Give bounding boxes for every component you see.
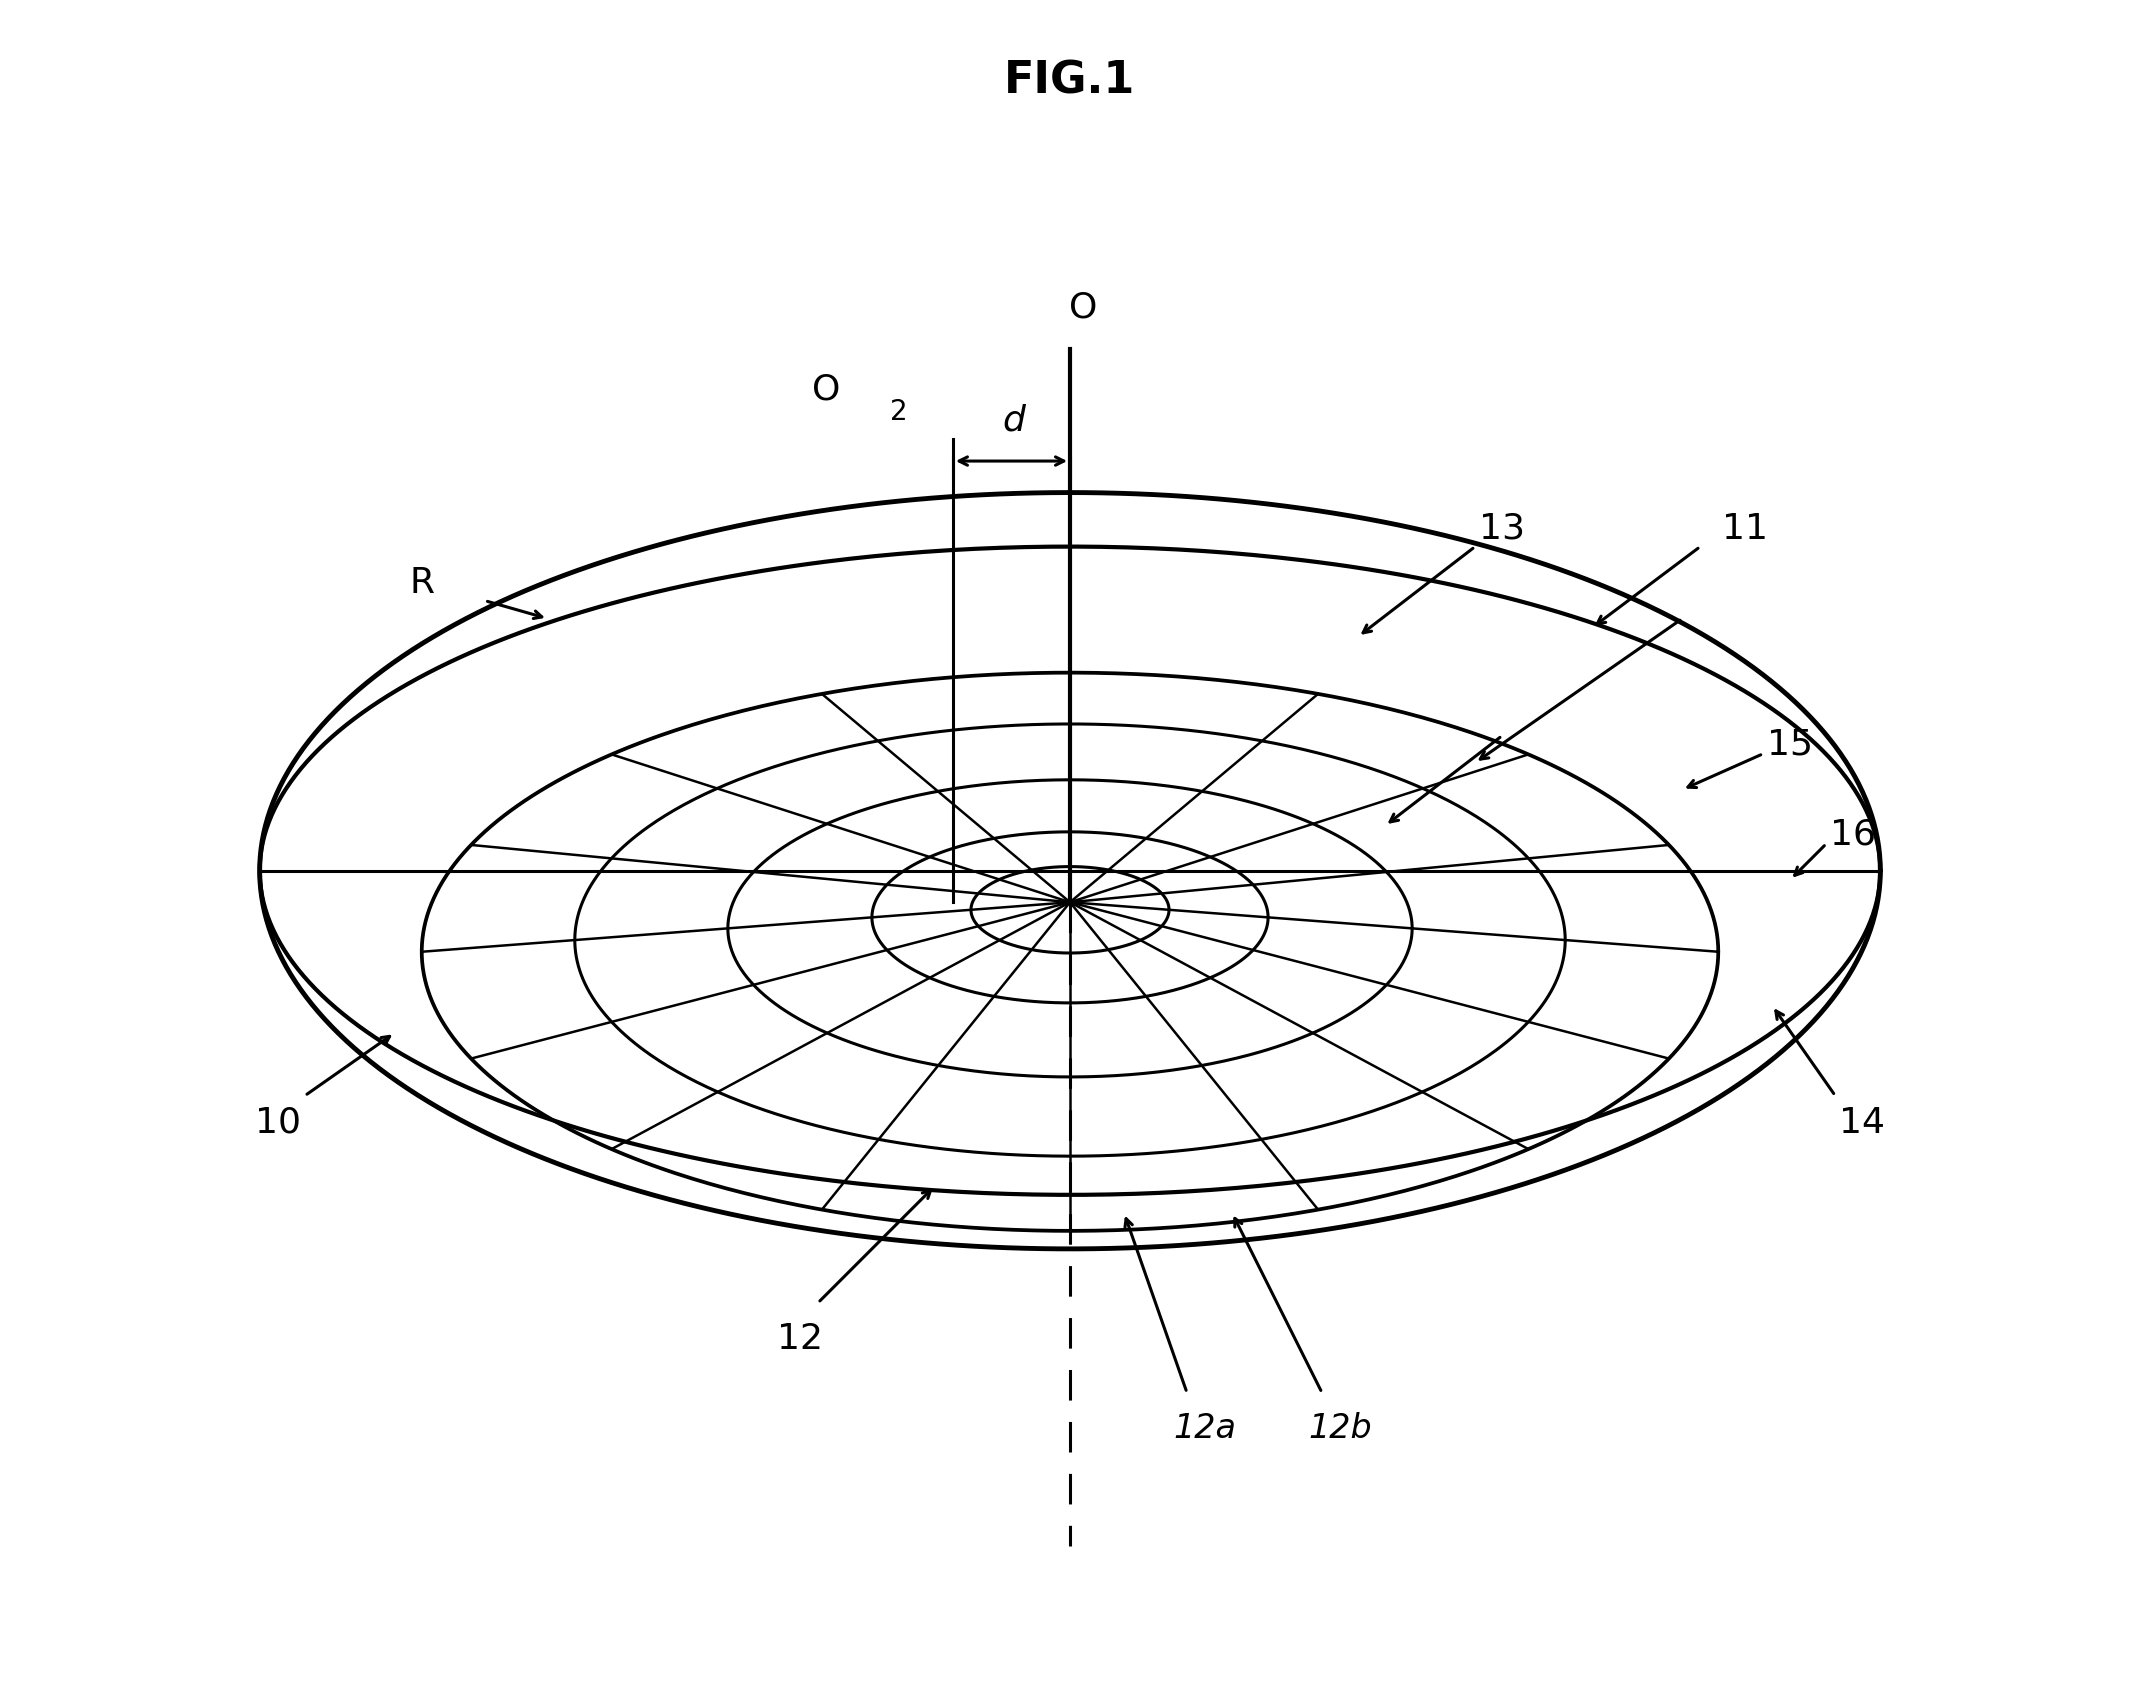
Text: 11: 11 bbox=[1723, 511, 1768, 545]
Text: 12: 12 bbox=[777, 1322, 824, 1355]
Text: 16: 16 bbox=[1830, 817, 1877, 852]
Text: 13: 13 bbox=[1479, 511, 1526, 545]
Text: 14: 14 bbox=[1838, 1106, 1885, 1139]
Text: 2: 2 bbox=[890, 398, 907, 425]
Text: FIG.1: FIG.1 bbox=[1004, 59, 1136, 101]
Text: O: O bbox=[1070, 290, 1098, 326]
Text: 10: 10 bbox=[255, 1106, 302, 1139]
Text: O: O bbox=[811, 371, 841, 407]
Text: R: R bbox=[409, 565, 434, 599]
Text: d: d bbox=[1004, 403, 1025, 437]
Text: 12a: 12a bbox=[1173, 1413, 1237, 1445]
Text: 15: 15 bbox=[1768, 728, 1813, 761]
Text: 12b: 12b bbox=[1308, 1413, 1372, 1445]
